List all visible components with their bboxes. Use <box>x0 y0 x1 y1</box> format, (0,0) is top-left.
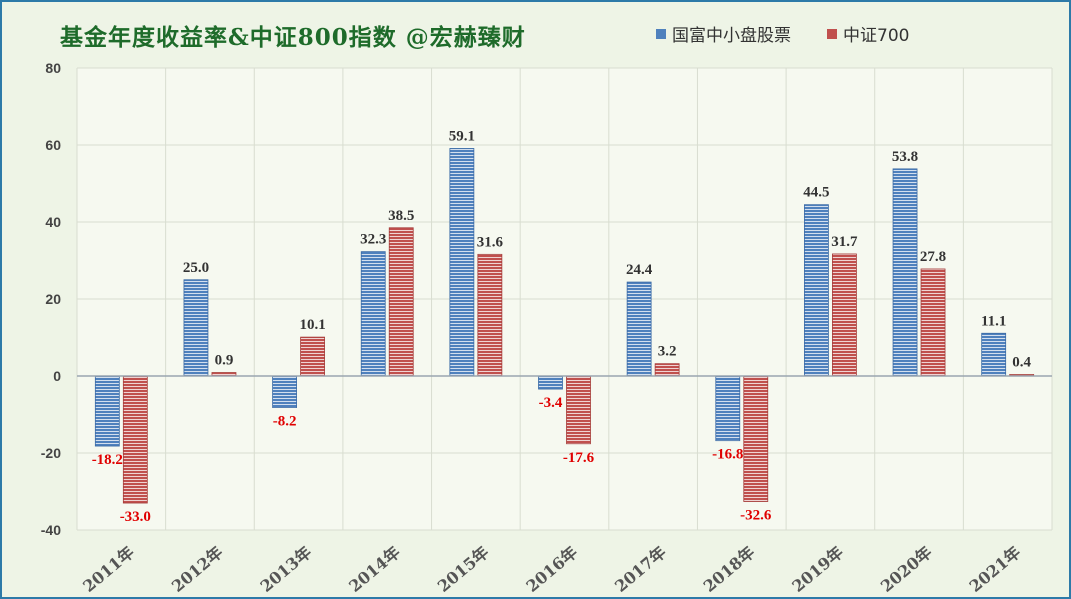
y-tick-label-0: 80 <box>45 60 61 76</box>
legend-swatch-index <box>827 28 837 39</box>
data-label-index-5: -17.6 <box>563 450 595 466</box>
data-label-fund-5: -3.4 <box>539 395 563 411</box>
data-label-fund-1: 25.0 <box>183 260 209 276</box>
bar-fund-10 <box>981 332 1007 377</box>
legend-label-index: 中证700 <box>843 26 910 46</box>
data-label-fund-9: 53.8 <box>892 149 918 165</box>
data-label-index-7: -32.6 <box>740 508 772 524</box>
y-tick-label-3: 20 <box>45 291 61 307</box>
data-label-fund-8: 44.5 <box>803 185 829 201</box>
bar-index-8 <box>832 253 857 377</box>
bar-fund-1 <box>183 279 209 377</box>
bar-index-0 <box>122 375 148 504</box>
data-label-index-4: 31.6 <box>477 234 504 250</box>
data-label-fund-4: 59.1 <box>449 128 475 144</box>
bar-index-5 <box>566 375 591 445</box>
chart-legend: 国富中小盘股票 中证700 <box>656 21 909 46</box>
legend-label-fund: 国富中小盘股票 <box>672 26 791 46</box>
y-tick-label-4: 0 <box>53 368 61 384</box>
bar-index-7 <box>743 375 769 502</box>
bar-fund-2 <box>272 375 297 408</box>
x-tick-label-4: 2015年 <box>434 543 493 596</box>
x-tick-label-1: 2012年 <box>168 543 227 596</box>
bar-fund-8 <box>804 204 829 377</box>
gridlines <box>76 67 1053 531</box>
bar-fund-3 <box>360 251 386 377</box>
y-axis: 80 60 40 20 0 -20 -40 <box>41 60 61 538</box>
data-label-index-1: 0.9 <box>215 353 234 369</box>
legend-swatch-fund <box>656 28 666 39</box>
bar-index-4 <box>477 253 503 377</box>
x-tick-label-8: 2019年 <box>788 543 847 596</box>
y-tick-label-2: 40 <box>45 214 61 230</box>
data-label-index-2: 10.1 <box>299 317 325 333</box>
x-tick-label-6: 2017年 <box>611 543 670 596</box>
data-label-index-3: 38.5 <box>388 208 414 224</box>
bar-index-6 <box>654 363 680 377</box>
data-label-index-0: -33.0 <box>120 509 151 525</box>
data-label-index-10: 0.4 <box>1012 354 1031 370</box>
data-label-index-6: 3.2 <box>658 344 677 360</box>
x-tick-label-9: 2020年 <box>877 543 936 596</box>
bar-fund-4 <box>449 148 475 377</box>
data-label-fund-0: -18.2 <box>92 452 123 468</box>
bar-index-3 <box>388 227 414 377</box>
y-tick-label-5: -20 <box>41 445 61 461</box>
data-label-index-8: 31.7 <box>831 234 858 250</box>
bar-fund-6 <box>626 281 652 377</box>
data-label-fund-6: 24.4 <box>626 262 653 278</box>
x-tick-label-5: 2016年 <box>522 543 581 596</box>
bar-fund-9 <box>892 168 918 377</box>
legend-item-fund: 国富中小盘股票 <box>656 21 791 46</box>
x-tick-label-2: 2013年 <box>257 543 316 596</box>
bars <box>94 148 1035 504</box>
chart-title: 基金年度收益率&中证800指数 @宏赫臻财 <box>60 24 526 51</box>
data-label-index-9: 27.8 <box>920 249 946 265</box>
y-tick-label-6: -40 <box>41 522 61 538</box>
data-label-fund-10: 11.1 <box>981 313 1006 329</box>
data-labels: -18.2 -33.0 25.0 0.9 -8.2 10.1 32.338.5 59.1 31.… <box>92 128 1032 525</box>
y-tick-label-1: 60 <box>45 137 61 153</box>
x-tick-label-7: 2018年 <box>700 543 759 596</box>
x-tick-label-3: 2014年 <box>345 543 404 596</box>
bar-index-2 <box>300 336 325 377</box>
bar-fund-0 <box>94 375 120 447</box>
bar-index-9 <box>920 268 946 377</box>
data-label-fund-3: 32.3 <box>360 232 386 248</box>
x-tick-label-10: 2021年 <box>966 543 1025 596</box>
bar-fund-5 <box>538 375 563 390</box>
data-label-fund-7: -16.8 <box>712 447 743 463</box>
x-tick-label-0: 2011年 <box>79 543 138 596</box>
legend-item-index: 中证700 <box>827 21 909 46</box>
bar-fund-7 <box>715 375 741 442</box>
data-label-fund-2: -8.2 <box>273 414 297 430</box>
